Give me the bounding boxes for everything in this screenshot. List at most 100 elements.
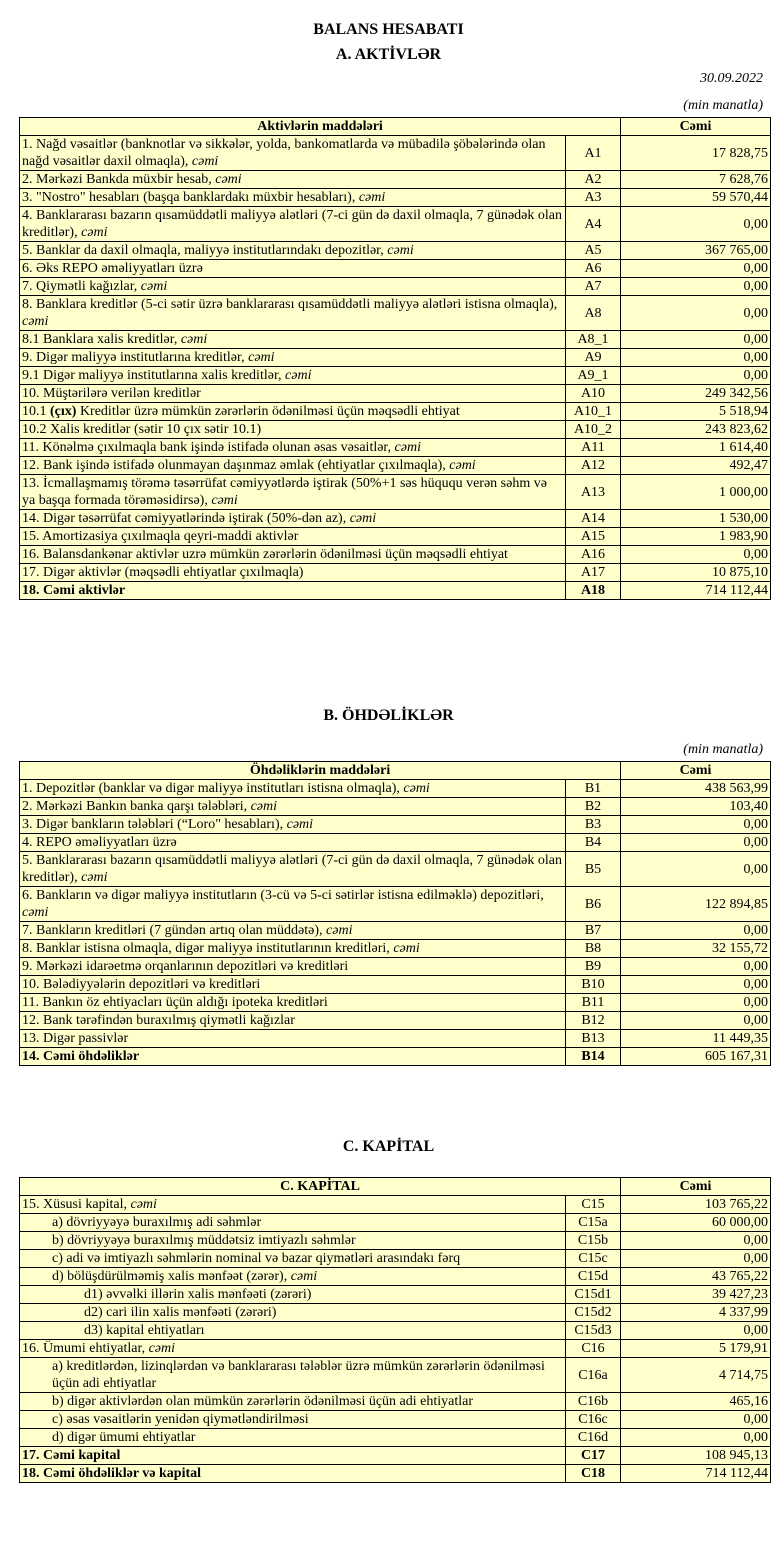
row-value: 0,00 xyxy=(620,1249,772,1268)
row-label: a) dövriyyəyə buraxılmış adi səhmlər xyxy=(19,1213,566,1232)
row-label: 13. Digər passivlər xyxy=(19,1029,566,1048)
label-text: 9.1 Digər maliyyə institutlarına xalis k… xyxy=(22,368,286,383)
row-value: 103 765,22 xyxy=(620,1195,772,1214)
row-code: C15d2 xyxy=(564,1303,622,1322)
row-code: A3 xyxy=(564,188,622,207)
row-code: A18 xyxy=(564,581,622,600)
row-code: B7 xyxy=(564,921,622,940)
row-label: 5. Banklar da daxil olmaqla, maliyyə ins… xyxy=(19,241,566,260)
label-italic: cəmi xyxy=(250,799,278,814)
row-value: 249 342,56 xyxy=(620,384,772,403)
row-code: A8_1 xyxy=(564,330,622,349)
header-label: C. KAPİTAL xyxy=(18,1177,622,1196)
row-code: C15d3 xyxy=(564,1321,622,1340)
label-text: 18. Cəmi öhdəliklər və kapital xyxy=(22,1466,202,1481)
table-header-row: C. KAPİTAL Cəmi xyxy=(18,1177,772,1196)
row-code: B11 xyxy=(564,993,622,1012)
row-code: A17 xyxy=(564,563,622,582)
row-value: 0,00 xyxy=(620,277,772,296)
row-code: C15a xyxy=(564,1213,622,1232)
row-label: 8.1 Banklara xalis kreditlər, cəmi xyxy=(19,330,566,349)
label-text: 12. Bank tərəfindən buraxılmış qiymətli … xyxy=(22,1013,295,1028)
row-code: B9 xyxy=(564,957,622,976)
table-row: 10.1 (çıx) Kreditlər üzrə mümkün zərərlə… xyxy=(19,402,772,421)
row-label: 7. Qiymətli kağızlar, cəmi xyxy=(19,277,566,296)
table-row: 2. Mərkəzi Bankın banka qarşı tələbləri,… xyxy=(19,797,772,816)
row-value: 43 765,22 xyxy=(620,1267,772,1286)
row-code: C17 xyxy=(564,1446,622,1465)
row-label: c) əsas vəsaitlərin yenidən qiymətləndir… xyxy=(19,1410,566,1429)
row-value: 32 155,72 xyxy=(620,939,772,958)
row-label: 10. Bələdiyyələrin depozitləri və kredit… xyxy=(19,975,566,994)
table-row: 12. Bank işində istifadə olunmayan daşın… xyxy=(19,456,772,475)
row-code: C16b xyxy=(564,1392,622,1411)
table-row: 13. İcmallaşmamış törəmə təsərrüfat cəmi… xyxy=(19,474,772,510)
row-label: d2) cari ilin xalis mənfəəti (zərəri) xyxy=(19,1303,566,1322)
label-italic: cəmi xyxy=(290,1269,318,1284)
label-italic: cəmi xyxy=(248,350,275,365)
row-value: 1 614,40 xyxy=(620,438,772,457)
label-italic: cəmi xyxy=(22,314,49,329)
row-label: a) kreditlərdən, lizinqlərdən və banklar… xyxy=(19,1357,566,1393)
table-row: 17. Cəmi kapital C17 108 945,13 xyxy=(19,1446,772,1465)
table-row: 8.1 Banklara xalis kreditlər, cəmi A8_1 0,… xyxy=(19,330,772,349)
row-label: d) bölüşdürülməmiş xalis mənfəət (zərər)… xyxy=(19,1267,566,1286)
table-row: 14. Cəmi öhdəliklər B14 605 167,31 xyxy=(19,1047,772,1066)
label-text: 9. Digər maliyyə institutlarına kreditlə… xyxy=(22,350,249,365)
row-label: 10. Müştərilərə verilən kreditlər xyxy=(19,384,566,403)
row-code: C15d1 xyxy=(564,1285,622,1304)
table-row: 18. Cəmi aktivlər A18 714 112,44 xyxy=(19,581,772,600)
row-label: 8. Banklara kreditlər (5-ci sətir üzrə b… xyxy=(19,295,566,331)
label-italic: cəmi xyxy=(22,905,49,920)
label-text: 2. Mərkəzi Bankda müxbir hesab, xyxy=(22,172,216,187)
table-row: a) dövriyyəyə buraxılmış adi səhmlər C15a… xyxy=(19,1213,772,1232)
unit-note-b: (min manatla) xyxy=(683,742,763,757)
table-row: 18. Cəmi öhdəliklər və kapital C18 714 112… xyxy=(19,1464,772,1483)
table-row: 10.2 Xalis kreditlər (sətir 10 çıx sətir… xyxy=(19,420,772,439)
row-label: 4. REPO əməliyyatları üzrə xyxy=(19,833,566,852)
row-label: b) dövriyyəyə buraxılmış müddətsiz imtiy… xyxy=(19,1231,566,1250)
row-label: 1. Nağd vəsaitlər (banknotlar və sikkələ… xyxy=(19,135,566,171)
row-value: 243 823,62 xyxy=(620,420,772,439)
table-row: 9. Mərkəzi idarəetmə orqanlarının depozi… xyxy=(19,957,772,976)
label-text-cont: Kreditlər üzrə mümkün zərərlərin ödənilm… xyxy=(76,404,460,419)
report-date: 30.09.2022 xyxy=(700,71,763,86)
label-text: 13. İcmallaşmamış törəmə təsərrüfat cəmi… xyxy=(22,476,547,508)
row-value: 60 000,00 xyxy=(620,1213,772,1232)
table-row: 5. Banklararası bazarın qısamüddətli mal… xyxy=(19,851,772,887)
row-code: A13 xyxy=(564,474,622,510)
row-label: 11. Könəlmə çıxılmaqla bank işində istif… xyxy=(19,438,566,457)
row-code: B6 xyxy=(564,886,622,922)
label-text: 6. Bankların və digər maliyyə institutla… xyxy=(22,888,544,903)
label-text: 11. Könəlmə çıxılmaqla bank işində istif… xyxy=(22,440,395,455)
capital-table: C. KAPİTAL Cəmi 15. Xüsusi kapital, cəmi C1… xyxy=(18,1177,772,1483)
row-label: b) digər aktivlərdən olan mümkün zərərlə… xyxy=(19,1392,566,1411)
row-code: A10_2 xyxy=(564,420,622,439)
row-value: 1 530,00 xyxy=(620,509,772,528)
label-text: c) adi və imtiyazlı səhmlərin nominal və… xyxy=(52,1251,461,1266)
label-text: d2) cari ilin xalis mənfəəti (zərəri) xyxy=(84,1305,277,1320)
label-bold: (çıx) xyxy=(50,404,77,419)
row-value: 605 167,31 xyxy=(620,1047,772,1066)
label-text: 1. Nağd vəsaitlər (banknotlar və sikkələ… xyxy=(22,137,546,169)
table-row: 9. Digər maliyyə institutlarına kreditlə… xyxy=(19,348,772,367)
row-code: A7 xyxy=(564,277,622,296)
row-code: A9_1 xyxy=(564,366,622,385)
table-row: b) digər aktivlərdən olan mümkün zərərlə… xyxy=(19,1392,772,1411)
table-row: 15. Amortizasiya çıxılmaqla qeyri-maddi … xyxy=(19,527,772,546)
table-header-row: Öhdəliklərin maddələri Cəmi xyxy=(18,761,772,780)
row-value: 367 765,00 xyxy=(620,241,772,260)
row-label: 15. Xüsusi kapital, cəmi xyxy=(19,1195,566,1214)
row-value: 0,00 xyxy=(620,993,772,1012)
label-text: 16. Balansdankənar aktivlər uzrə mümkün … xyxy=(22,547,508,562)
table-row: a) kreditlərdən, lizinqlərdən və banklar… xyxy=(19,1357,772,1393)
label-italic: cəmi xyxy=(215,172,242,187)
label-text: 7. Bankların kreditləri (7 gündən artıq … xyxy=(22,923,327,938)
row-code: B4 xyxy=(564,833,622,852)
label-italic: cəmi xyxy=(387,243,414,258)
row-value: 5 179,91 xyxy=(620,1339,772,1358)
table-row: 4. REPO əməliyyatları üzrə B4 0,00 xyxy=(19,833,772,852)
header-label: Öhdəliklərin maddələri xyxy=(18,761,622,780)
row-code: C15 xyxy=(564,1195,622,1214)
label-text: 10.1 xyxy=(22,404,50,419)
